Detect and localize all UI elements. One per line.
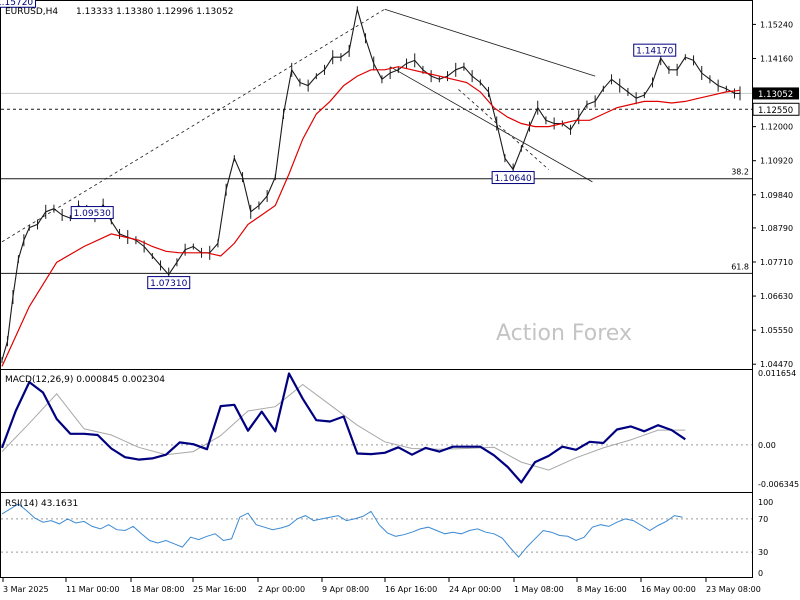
- swing-label-text: 1.14170: [636, 47, 673, 57]
- time-tick-label: 16 May 00:00: [641, 585, 696, 594]
- axis-tag-text: 1.12550: [758, 106, 793, 116]
- watermark: Action Forex: [496, 321, 632, 346]
- fib-label-38.2: 38.2: [731, 168, 749, 177]
- time-tick-label: 11 Mar 00:00: [66, 585, 119, 594]
- price-tick-label: 1.07710: [760, 258, 793, 267]
- axis-tag-box: [753, 87, 799, 100]
- swing-label-1.15720: 1.15720: [0, 0, 37, 8]
- swing-label-box: [147, 276, 191, 290]
- macd-signal-line: [1, 383, 686, 471]
- macd-tick-label: 0.00: [758, 441, 776, 450]
- price-plot: 38.2 61.8 1.15720 1.09530 1.07310 1.10640 1.14…: [0, 0, 752, 367]
- macd-line: [0, 372, 686, 484]
- trendline-0: [1, 8, 385, 243]
- axis-tag-box: [752, 102, 800, 116]
- axis-tag-1.12550: 1.12550: [752, 102, 800, 116]
- swing-label-1.14170: 1.14170: [633, 43, 677, 57]
- swing-label-box: [70, 206, 114, 220]
- time-tick-label: 16 Apr 16:00: [385, 585, 437, 594]
- trendline-3: [458, 89, 549, 170]
- axes: 1.152401.141601.130801.120001.109201.098…: [2, 20, 800, 594]
- axis-tag-1.13052: 1.13052: [753, 87, 799, 100]
- price-tick-label: 1.12000: [760, 123, 793, 132]
- ohlc-readout: 1.13333 1.13380 1.12996 1.13052: [76, 7, 233, 17]
- price-tick-label: 1.09840: [760, 191, 793, 200]
- rsi-tick-label: 100: [758, 498, 773, 507]
- rsi-tick-label: 0: [758, 569, 763, 578]
- swing-label-box: [0, 0, 37, 8]
- macd-plot: [0, 372, 752, 484]
- time-tick-label: 2 Apr 00:00: [258, 585, 305, 594]
- swing-label-text: 1.10640: [495, 174, 532, 184]
- rsi-tick-label: 70: [758, 515, 768, 524]
- rsi-pane-frame: [0, 492, 753, 578]
- swing-label-text: 1.15720: [0, 0, 33, 8]
- swing-label-1.10640: 1.10640: [491, 171, 535, 185]
- price-tick-label: 1.05550: [760, 326, 793, 335]
- time-tick-label: 1 May 08:00: [514, 585, 564, 594]
- price-tick-label: 1.06630: [760, 292, 793, 301]
- time-tick-label: 18 Mar 08:00: [131, 585, 184, 594]
- trendline-1: [384, 8, 596, 77]
- price-tick-label: 1.14160: [760, 54, 793, 63]
- time-tick-label: 9 Apr 08:00: [322, 585, 369, 594]
- swing-label-text: 1.09530: [74, 209, 111, 219]
- symbol-timeframe: EURUSD,H4: [5, 7, 58, 17]
- time-tick-label: 23 May 08:00: [706, 585, 761, 594]
- price-tick-label: 1.15240: [760, 20, 793, 29]
- rsi-tick-label: 30: [758, 548, 768, 557]
- time-tick-label: 24 Apr 00:00: [449, 585, 501, 594]
- rsi-line: [1, 503, 683, 558]
- time-tick-label: 25 Mar 16:00: [193, 585, 246, 594]
- price-tick-label: 1.10920: [760, 157, 793, 166]
- time-tick-label: 8 May 16:00: [577, 585, 627, 594]
- price-tick-label: 1.08790: [760, 224, 793, 233]
- macd-tick-label: -0.006345: [758, 480, 799, 489]
- swing-label-1.07310: 1.07310: [147, 276, 191, 290]
- time-tick-label: 3 Mar 2025: [3, 585, 49, 594]
- rsi-title: RSI(14) 43.1631: [5, 499, 78, 509]
- swing-label-1.09530: 1.09530: [70, 206, 114, 220]
- moving-average-line: [1, 66, 741, 367]
- macd-title: MACD(12,26,9) 0.000845 0.002304: [5, 375, 165, 385]
- swing-label-box: [491, 171, 535, 185]
- swing-label-text: 1.07310: [150, 279, 187, 289]
- trendline-2: [389, 66, 593, 183]
- price-tick-label: 1.04470: [760, 360, 793, 369]
- axis-tag-text: 1.13052: [758, 90, 793, 100]
- swing-label-box: [633, 43, 677, 57]
- fib-label-61.8: 61.8: [731, 262, 749, 271]
- macd-tick-label: 0.011654: [758, 369, 796, 378]
- rsi-plot: [1, 503, 752, 558]
